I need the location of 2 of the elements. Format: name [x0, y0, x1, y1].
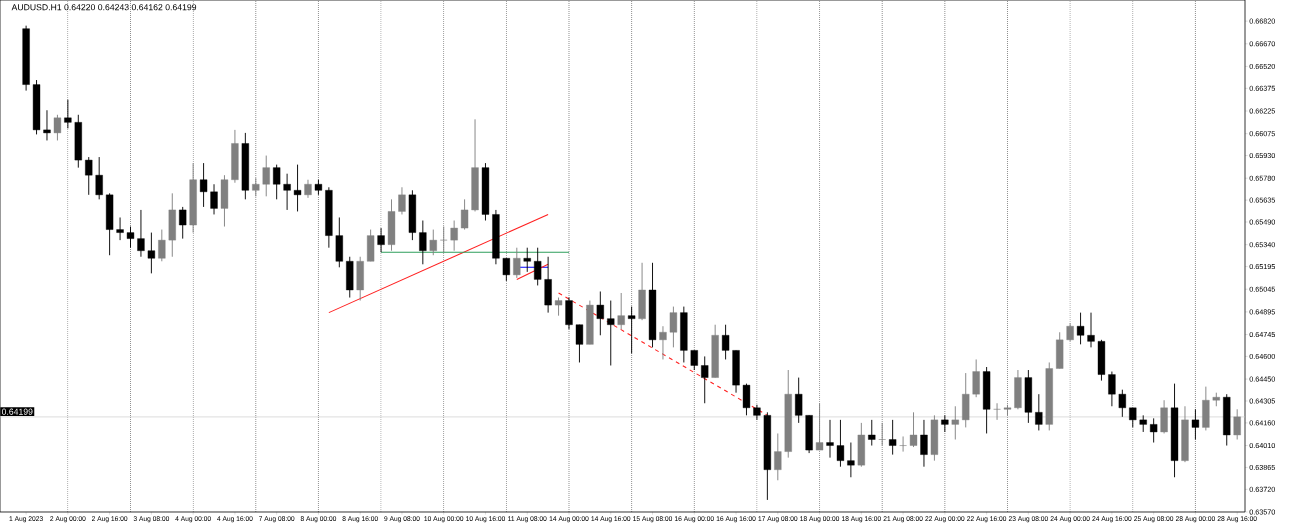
ref-line-label: 0.64199	[1, 408, 33, 415]
chart-title: AUDUSD.H1 0.64220 0.64243 0.64162 0.64199	[11, 4, 197, 11]
